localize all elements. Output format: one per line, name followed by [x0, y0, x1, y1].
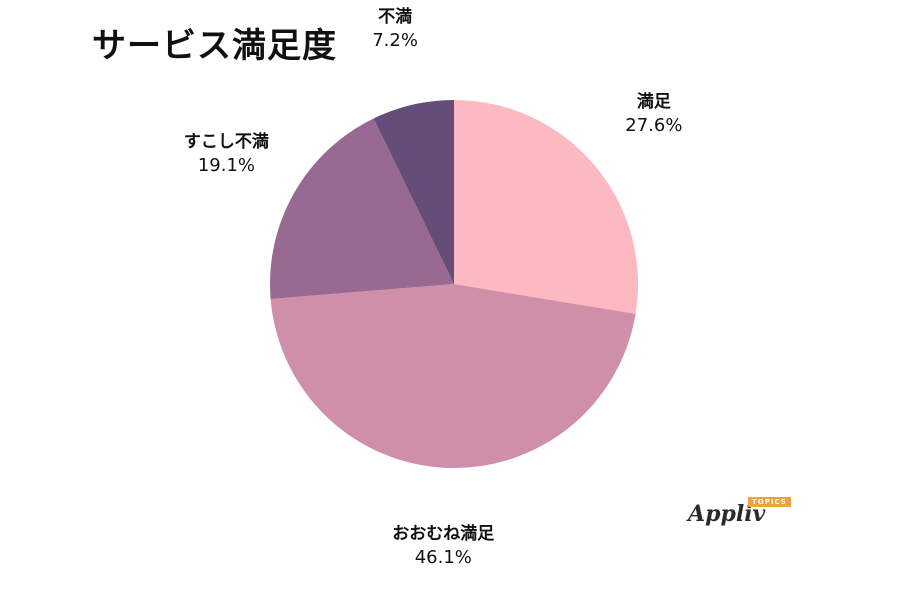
chart-title: サービス満足度: [92, 26, 337, 66]
slice-label-0: 満足 27.6%: [625, 90, 682, 138]
slice-category-0: 満足: [636, 92, 671, 113]
slice-percent-2: 19.1%: [197, 155, 255, 177]
pie-slice-1: [270, 284, 636, 469]
slice-label-1: おおむね満足 46.1%: [392, 522, 494, 570]
slice-label-3: 不満 7.2%: [372, 5, 418, 53]
logo-tag: TOPICS: [748, 497, 791, 507]
pie-slice-3: [373, 100, 454, 284]
slice-percent-0: 27.6%: [625, 115, 683, 137]
slice-category-1: おおむね満足: [392, 523, 495, 544]
slice-percent-1: 46.1%: [414, 546, 472, 568]
slice-label-2: すこし不満 19.1%: [184, 130, 269, 178]
pie-slice-0: [454, 100, 638, 314]
pie-slice-2: [270, 118, 454, 300]
slice-percent-3: 7.2%: [372, 29, 418, 51]
slice-category-3: 不満: [378, 6, 413, 27]
appliv-logo: Appliv TOPICS: [688, 497, 798, 531]
slice-category-2: すこし不満: [183, 132, 269, 153]
